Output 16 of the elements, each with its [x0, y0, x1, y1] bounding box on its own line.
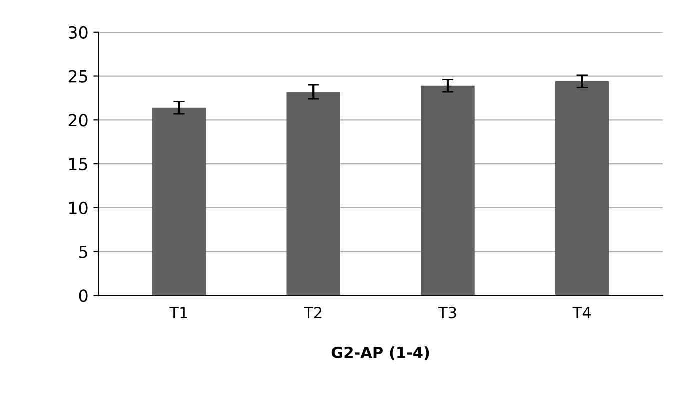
x-tick-label: T3 [438, 307, 456, 319]
y-tick-label: 10 [70, 202, 88, 214]
x-tick-label: T1 [170, 307, 188, 318]
y-tick-label: 25 [68, 70, 88, 83]
x-axis-title: G2-AP (1-4) [332, 346, 430, 360]
bar [421, 86, 475, 296]
y-tick-label: 0 [79, 290, 88, 302]
bar [152, 108, 206, 296]
y-tick-label: 5 [80, 246, 88, 258]
y-tick-label: 30 [68, 26, 88, 39]
x-tick-label: T2 [304, 307, 322, 318]
x-tick-label: T4 [572, 307, 592, 318]
y-tick-label: 15 [70, 158, 88, 171]
y-tick-label: 20 [68, 114, 88, 127]
bar [555, 82, 610, 296]
bar [286, 92, 340, 296]
